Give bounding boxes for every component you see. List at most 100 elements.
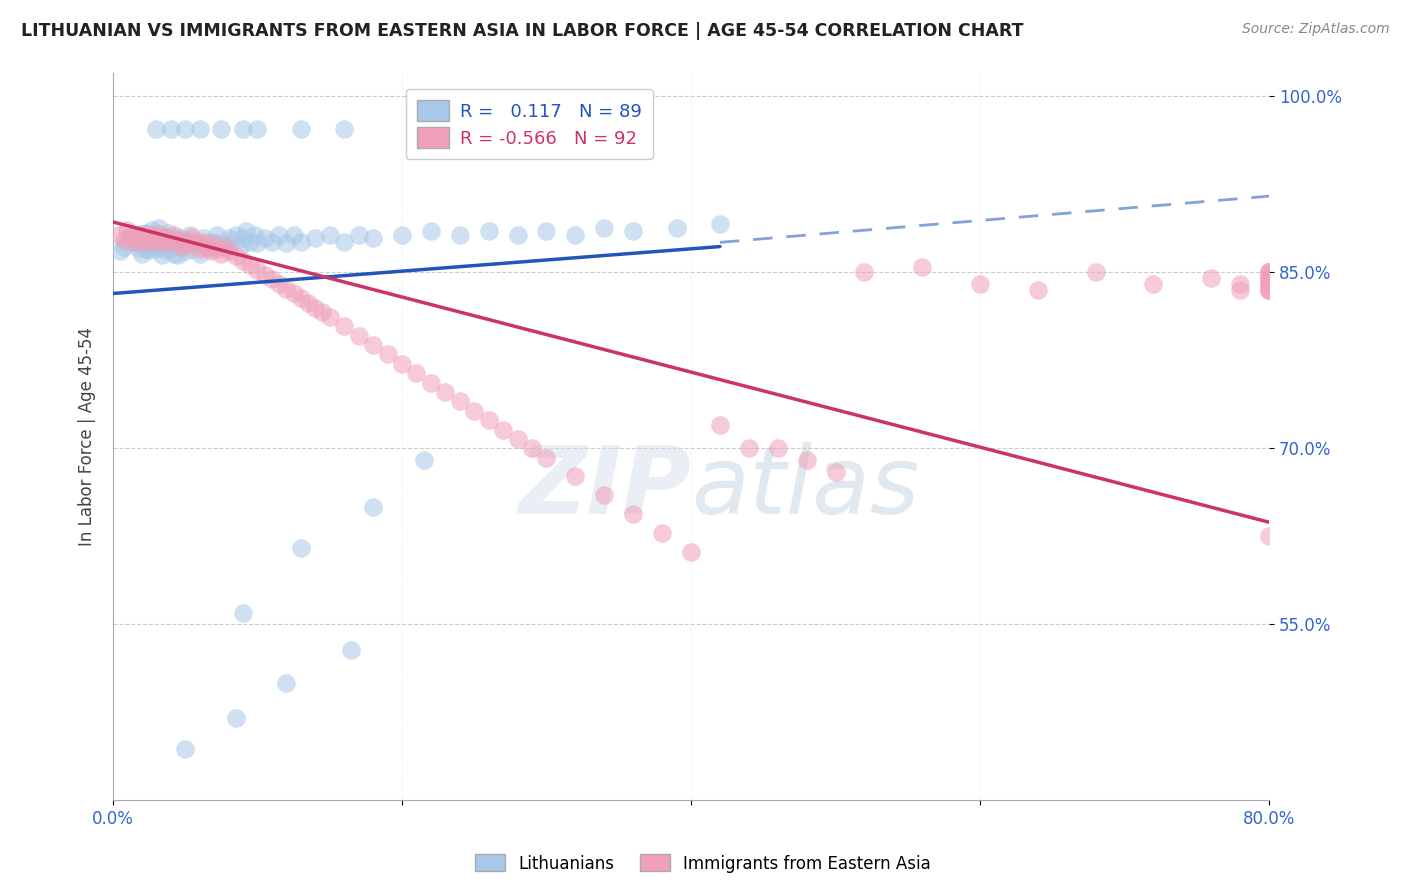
Point (283, 286, 305, 301)
Point (253, 268, 276, 282)
Point (181, 230, 204, 244)
Point (218, 244, 240, 259)
Point (419, 224, 441, 238)
Point (269, 277, 291, 292)
Y-axis label: In Labor Force | Age 45-54: In Labor Force | Age 45-54 (79, 327, 96, 546)
Legend: R =   0.117   N = 89, R = -0.566   N = 92: R = 0.117 N = 89, R = -0.566 N = 92 (406, 89, 652, 159)
Point (136, 234, 159, 248)
Point (412, 453, 434, 467)
Point (159, 235, 181, 249)
Point (214, 239, 236, 253)
Point (186, 235, 208, 250)
Point (117, 235, 139, 249)
Point (1258, 277, 1281, 292)
Point (174, 244, 197, 259)
Point (193, 231, 215, 245)
Point (125, 235, 148, 250)
Point (174, 741, 197, 756)
Point (506, 432, 529, 446)
Point (200, 242, 222, 256)
Point (969, 277, 991, 292)
Point (709, 417, 731, 432)
Point (218, 231, 240, 245)
Point (145, 122, 167, 136)
Point (117, 223, 139, 237)
Point (209, 122, 232, 136)
Point (193, 235, 215, 249)
Point (124, 227, 146, 242)
Point (148, 227, 170, 241)
Point (361, 500, 384, 514)
Point (155, 230, 177, 244)
Point (145, 242, 167, 256)
Point (239, 258, 262, 272)
Point (1258, 265, 1281, 279)
Point (239, 235, 262, 249)
Point (319, 310, 342, 324)
Point (209, 235, 232, 250)
Point (1142, 277, 1164, 292)
Point (205, 227, 228, 242)
Point (150, 248, 173, 262)
Point (290, 235, 312, 249)
Point (1258, 283, 1281, 297)
Point (225, 227, 247, 242)
Point (129, 233, 152, 247)
Point (131, 246, 153, 260)
Point (146, 235, 169, 249)
Point (184, 235, 207, 249)
Text: atlas: atlas (690, 442, 920, 533)
Point (181, 242, 204, 256)
Point (738, 442, 761, 456)
Text: Source: ZipAtlas.com: Source: ZipAtlas.com (1241, 22, 1389, 37)
Point (152, 235, 174, 250)
Point (651, 525, 673, 540)
Point (276, 235, 298, 250)
Point (246, 263, 269, 277)
Point (1258, 529, 1281, 543)
Point (340, 643, 363, 657)
Point (114, 233, 136, 247)
Point (153, 235, 176, 250)
Point (1258, 265, 1281, 279)
Point (152, 230, 174, 244)
Point (108, 227, 131, 242)
Point (232, 606, 254, 620)
Point (405, 366, 427, 380)
Point (195, 235, 218, 250)
Point (333, 235, 356, 249)
Point (191, 239, 214, 253)
Point (276, 676, 298, 690)
Point (1258, 277, 1281, 292)
Point (159, 122, 181, 136)
Point (347, 227, 370, 242)
Point (276, 282, 298, 296)
Point (290, 291, 312, 305)
Point (114, 239, 136, 253)
Point (174, 233, 197, 247)
Point (1229, 277, 1251, 292)
Point (463, 404, 485, 418)
Point (304, 301, 326, 315)
Point (1258, 271, 1281, 285)
Point (260, 272, 283, 286)
Point (361, 338, 384, 352)
Point (221, 235, 243, 250)
Point (225, 249, 247, 263)
Point (202, 235, 225, 249)
Point (142, 230, 165, 244)
Point (138, 235, 160, 249)
Point (283, 227, 305, 242)
Point (142, 227, 165, 242)
Point (536, 450, 558, 465)
Point (766, 442, 789, 456)
Point (391, 357, 413, 371)
Point (155, 243, 177, 257)
Point (593, 488, 616, 502)
Point (120, 230, 142, 244)
Point (253, 231, 276, 245)
Point (145, 234, 167, 248)
Point (506, 227, 529, 242)
Point (492, 423, 515, 437)
Point (478, 413, 501, 427)
